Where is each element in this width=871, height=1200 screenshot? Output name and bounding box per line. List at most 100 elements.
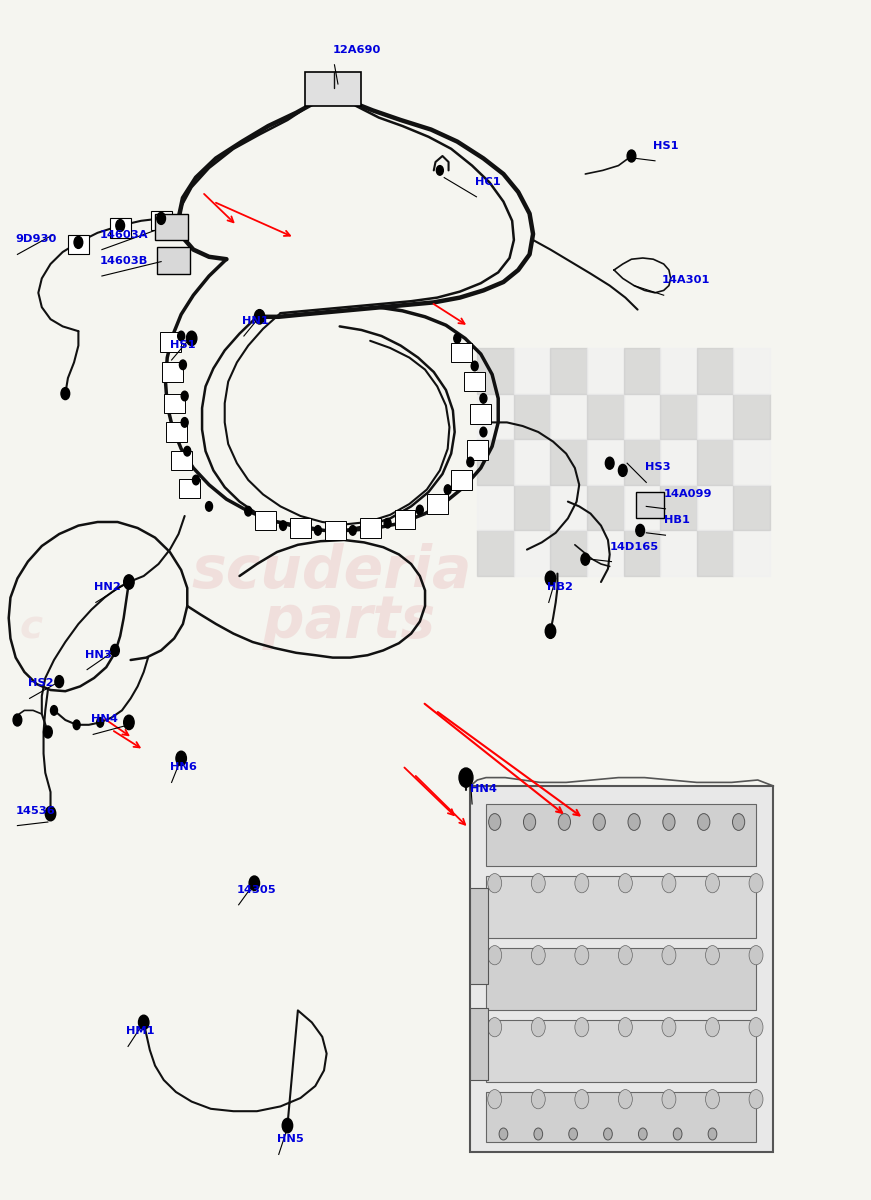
Circle shape — [467, 457, 474, 467]
Text: HB1: HB1 — [664, 515, 690, 526]
Circle shape — [384, 518, 391, 528]
Text: 14A099: 14A099 — [664, 488, 712, 499]
Bar — [587, 394, 624, 439]
Circle shape — [706, 1018, 719, 1037]
Circle shape — [749, 1090, 763, 1109]
Circle shape — [575, 1018, 589, 1037]
Text: 14A301: 14A301 — [662, 275, 711, 286]
Bar — [550, 394, 587, 439]
Circle shape — [454, 334, 461, 343]
Bar — [514, 348, 550, 394]
Bar — [486, 1020, 756, 1082]
Text: HM1: HM1 — [126, 1026, 155, 1037]
Circle shape — [618, 874, 632, 893]
Bar — [733, 394, 770, 439]
Bar — [697, 439, 733, 485]
Bar — [464, 372, 485, 391]
Circle shape — [314, 526, 321, 535]
Circle shape — [638, 1128, 647, 1140]
Bar — [660, 439, 697, 485]
Bar — [477, 485, 514, 530]
Circle shape — [749, 874, 763, 893]
Text: HS1: HS1 — [653, 140, 679, 151]
Circle shape — [531, 1018, 545, 1037]
Bar — [514, 530, 550, 576]
Circle shape — [488, 1090, 502, 1109]
Circle shape — [708, 1128, 717, 1140]
Bar — [395, 510, 415, 529]
Circle shape — [662, 946, 676, 965]
Circle shape — [44, 726, 52, 738]
Bar — [467, 440, 488, 460]
Bar — [587, 348, 624, 394]
Circle shape — [51, 706, 57, 715]
Circle shape — [138, 1015, 149, 1030]
Bar — [477, 394, 514, 439]
Text: c: c — [19, 608, 42, 647]
Bar — [660, 394, 697, 439]
Circle shape — [534, 1128, 543, 1140]
Circle shape — [604, 1128, 612, 1140]
Text: 14D165: 14D165 — [610, 541, 658, 552]
Bar — [624, 348, 660, 394]
Text: HS2: HS2 — [28, 678, 53, 689]
Circle shape — [531, 1090, 545, 1109]
Bar — [179, 479, 200, 498]
Circle shape — [280, 521, 287, 530]
Circle shape — [186, 331, 197, 346]
Circle shape — [698, 814, 710, 830]
Circle shape — [249, 876, 260, 890]
Circle shape — [618, 946, 632, 965]
Bar — [587, 530, 624, 576]
Bar — [550, 348, 587, 394]
Circle shape — [575, 1090, 589, 1109]
Circle shape — [662, 874, 676, 893]
Bar — [470, 888, 488, 984]
Circle shape — [488, 946, 502, 965]
Bar — [587, 439, 624, 485]
Circle shape — [749, 1018, 763, 1037]
Circle shape — [124, 715, 134, 730]
Circle shape — [97, 718, 104, 727]
Bar — [325, 521, 346, 540]
Circle shape — [13, 714, 22, 726]
Bar — [157, 247, 190, 274]
Text: HS1: HS1 — [170, 340, 195, 350]
Circle shape — [176, 751, 186, 766]
Text: 14305: 14305 — [237, 884, 276, 895]
Circle shape — [471, 361, 478, 371]
Circle shape — [706, 946, 719, 965]
Text: HN1: HN1 — [242, 316, 269, 326]
Bar — [733, 439, 770, 485]
Text: HN6: HN6 — [170, 762, 197, 773]
Circle shape — [489, 814, 501, 830]
Circle shape — [245, 506, 252, 516]
Bar — [486, 804, 756, 866]
Circle shape — [558, 814, 571, 830]
Bar — [68, 235, 89, 254]
Bar — [255, 511, 276, 530]
Text: HC1: HC1 — [475, 176, 500, 187]
Circle shape — [636, 524, 645, 536]
Bar — [624, 439, 660, 485]
Circle shape — [74, 236, 83, 248]
Circle shape — [73, 720, 80, 730]
Circle shape — [488, 1018, 502, 1037]
Circle shape — [531, 946, 545, 965]
Text: scuderia: scuderia — [192, 542, 472, 600]
Circle shape — [575, 946, 589, 965]
Bar — [162, 362, 183, 382]
Bar — [624, 485, 660, 530]
Circle shape — [480, 394, 487, 403]
Bar — [110, 218, 131, 238]
Bar — [290, 518, 311, 538]
Circle shape — [581, 553, 590, 565]
Circle shape — [673, 1128, 682, 1140]
Text: 9D930: 9D930 — [16, 234, 57, 245]
Bar — [164, 394, 185, 413]
Bar — [550, 439, 587, 485]
Bar — [477, 530, 514, 576]
Text: HN4: HN4 — [470, 784, 497, 794]
Circle shape — [593, 814, 605, 830]
Bar — [660, 348, 697, 394]
